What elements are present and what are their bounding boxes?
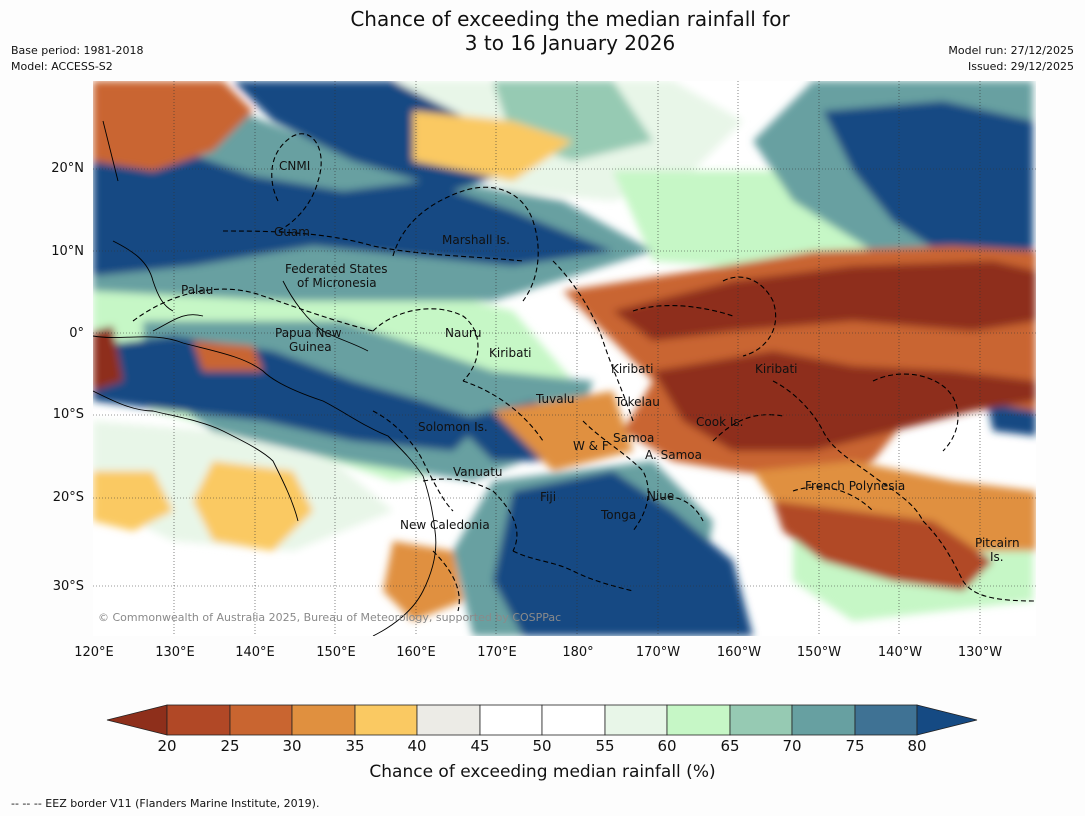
meta-left: Base period: 1981-2018 Model: ACCESS-S2	[11, 43, 143, 75]
colorbar-tick: 65	[720, 737, 740, 755]
graticule	[93, 81, 1036, 636]
lat-label-0: 0°	[69, 326, 84, 341]
label-new-caledonia: New Caledonia	[400, 518, 490, 532]
label-kiribati-central: Kiribati	[611, 362, 653, 376]
lat-label-10n: 10°N	[51, 244, 84, 259]
label-kiribati-west: Kiribati	[489, 346, 531, 360]
label-cnmi: CNMI	[279, 159, 310, 173]
label-tokelau: Tokelau	[614, 395, 660, 409]
lat-label-20s: 20°S	[52, 490, 84, 505]
colorbar-high-extension	[916, 704, 978, 736]
label-tonga: Tonga	[600, 508, 636, 522]
label-kiribati-east: Kiribati	[755, 362, 797, 376]
meta-right: Model run: 27/12/2025 Issued: 29/12/2025	[948, 43, 1074, 75]
colorbar-bin	[729, 704, 793, 736]
label-cook: Cook Is.	[696, 415, 743, 429]
lon-label-160e: 160°E	[396, 645, 436, 660]
label-fsm-1: Federated States	[285, 262, 387, 276]
label-niue: Niue	[647, 489, 674, 503]
colorbar-bin	[229, 704, 293, 736]
label-palau: Palau	[181, 283, 213, 297]
colorbar-bin	[604, 704, 668, 736]
label-nauru: Nauru	[445, 326, 481, 340]
label-png-1: Papua New	[275, 326, 342, 340]
lon-label-140e: 140°E	[235, 645, 275, 660]
label-wf: W & F	[573, 439, 609, 453]
colorbar-title: Chance of exceeding median rainfall (%)	[369, 762, 716, 782]
chart-title: Chance of exceeding the median rainfall …	[0, 7, 1085, 55]
lon-label-140w: 140°W	[877, 645, 923, 660]
label-pitcairn-1: Pitcairn	[975, 536, 1020, 550]
lon-label-170e: 170°E	[477, 645, 517, 660]
colorbar	[106, 704, 978, 736]
colorbar-tick: 20	[157, 737, 177, 755]
eez-borders	[132, 133, 1036, 612]
colorbar-bin	[291, 704, 356, 736]
colorbar-tick: 40	[407, 737, 427, 755]
lon-label-120e: 120°E	[74, 645, 114, 660]
issued-date: Issued: 29/12/2025	[967, 60, 1074, 73]
colorbar-bin	[166, 704, 231, 736]
colorbar-bin	[666, 704, 731, 736]
label-solomon: Solomon Is.	[418, 420, 488, 434]
title-line-2: 3 to 16 January 2026	[464, 31, 676, 55]
colorbar-bin	[354, 704, 418, 736]
model-run: Model run: 27/12/2025	[948, 44, 1074, 57]
lon-label-170w: 170°W	[635, 645, 681, 660]
label-french-polynesia: French Polynesia	[805, 479, 905, 493]
base-period: Base period: 1981-2018	[11, 44, 144, 57]
colorbar-bin	[541, 704, 606, 736]
colorbar-tick: 80	[907, 737, 927, 755]
colorbar-tick: 55	[595, 737, 615, 755]
copyright-notice: © Commonwealth of Australia 2025, Bureau…	[98, 611, 561, 624]
lon-label-150w: 150°W	[796, 645, 842, 660]
label-tuvalu: Tuvalu	[535, 392, 575, 406]
label-fiji: Fiji	[540, 490, 556, 504]
label-vanuatu: Vanuatu	[453, 465, 503, 479]
land-outlines	[93, 120, 437, 636]
colorbar-bin	[854, 704, 918, 736]
label-marshall: Marshall Is.	[442, 233, 510, 247]
lat-label-30s: 30°S	[52, 579, 84, 594]
label-asamoa: A. Samoa	[645, 448, 702, 462]
rainfall-field	[93, 81, 1036, 636]
colorbar-tick: 35	[345, 737, 365, 755]
lat-label-10s: 10°S	[52, 407, 84, 422]
colorbar-tick: 50	[532, 737, 552, 755]
label-fsm-2: of Micronesia	[297, 276, 377, 290]
colorbar-tick: 70	[782, 737, 802, 755]
lon-label-180: 180°	[562, 645, 594, 660]
colorbar-bin	[416, 704, 481, 736]
colorbar-bin	[791, 704, 856, 736]
colorbar-bin	[479, 704, 543, 736]
lon-label-160w: 160°W	[716, 645, 762, 660]
label-samoa: Samoa	[613, 431, 654, 445]
lon-label-130e: 130°E	[155, 645, 195, 660]
title-line-1: Chance of exceeding the median rainfall …	[350, 7, 790, 31]
region-labels: CNMI Guam Marshall Is. Federated States …	[181, 159, 1020, 564]
lon-label-130w: 130°W	[957, 645, 1003, 660]
label-pitcairn-2: Is.	[990, 550, 1004, 564]
colorbar-low-extension	[106, 704, 168, 736]
lat-label-20n: 20°N	[51, 161, 84, 176]
colorbar-tick: 60	[657, 737, 677, 755]
colorbar-tick: 25	[220, 737, 240, 755]
eez-footnote: -- -- -- EEZ border V11 (Flanders Marine…	[11, 797, 320, 810]
rainfall-map: CNMI Guam Marshall Is. Federated States …	[93, 81, 1036, 636]
label-png-2: Guinea	[289, 340, 332, 354]
colorbar-tick: 45	[470, 737, 490, 755]
colorbar-tick: 75	[845, 737, 865, 755]
label-guam: Guam	[274, 225, 310, 239]
lon-label-150e: 150°E	[316, 645, 356, 660]
model-name: Model: ACCESS-S2	[11, 60, 113, 73]
colorbar-tick: 30	[282, 737, 302, 755]
